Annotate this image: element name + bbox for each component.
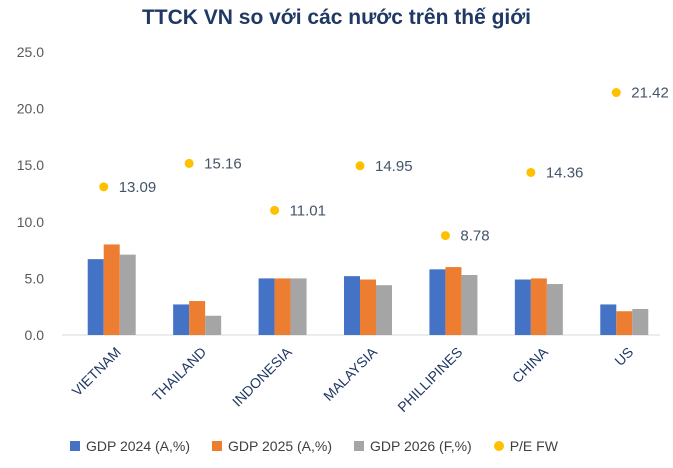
bar-2-thailand	[189, 301, 206, 335]
legend-item: P/E FW	[493, 438, 558, 454]
bar-1-malaysia	[344, 276, 360, 335]
x-tick-label-indonesia: INDONESIA	[229, 343, 295, 409]
x-axis: VIETNAM THAILAND INDONESIA MALAYSIA PHILLIPI…	[69, 343, 637, 415]
bar-1-china	[514, 279, 531, 335]
bar-3-us	[632, 308, 649, 335]
bar-3-phillipines	[461, 275, 478, 335]
x-tick-label-vietnam: VIETNAM	[69, 344, 124, 399]
bar-2-vietnam	[103, 244, 120, 335]
pe-point-indonesia	[270, 205, 280, 215]
x-tick-label-china: CHINA	[509, 343, 552, 386]
pe-point-us	[611, 88, 621, 98]
bar-1-vietnam	[87, 259, 104, 335]
legend-label: GDP 2024 (A,%)	[86, 438, 191, 454]
x-tick-label-thailand: THAILAND	[149, 344, 209, 404]
bar-2-china	[530, 278, 547, 335]
bar-3-china	[546, 284, 563, 335]
y-tick-label: 0.0	[25, 327, 45, 343]
bar-1-indonesia	[258, 278, 275, 335]
bar-2-indonesia	[274, 278, 291, 335]
legend-swatch	[70, 441, 80, 451]
pe-data-label: 15.16	[204, 155, 242, 172]
bar-2-malaysia	[360, 279, 376, 335]
pe-data-label: 21.42	[631, 85, 669, 102]
pe-point-phillipines	[440, 231, 450, 241]
bar-1-thailand	[173, 304, 190, 335]
y-tick-label: 15.0	[17, 157, 44, 173]
x-tick-label-phillipines: PHILLIPINES	[394, 344, 465, 415]
bar-3-malaysia	[376, 285, 392, 335]
bar-2-us	[616, 311, 633, 335]
bar-1-us	[600, 304, 617, 335]
pe-point-vietnam	[99, 182, 109, 192]
pe-data-label: 8.78	[460, 228, 489, 245]
bar-series-group	[87, 244, 649, 335]
pe-point-china	[526, 167, 536, 177]
pe-data-label: 14.95	[375, 158, 413, 175]
bar-3-thailand	[205, 315, 222, 335]
chart-title: TTCK VN so với các nước trên thế giới	[141, 6, 532, 29]
legend: GDP 2024 (A,%) GDP 2025 (A,%) GDP 2026 (F,…	[70, 438, 670, 454]
pe-data-label: 14.36	[546, 164, 584, 181]
bar-3-vietnam	[119, 254, 136, 335]
legend-label: GDP 2026 (F,%)	[370, 438, 472, 454]
legend-item: GDP 2024 (A,%)	[70, 438, 190, 454]
y-tick-label: 10.0	[17, 214, 44, 230]
pe-point-thailand	[184, 158, 194, 168]
pe-point-group: 13.09 15.16 11.01 14.95 8.78 14.36 21.42	[99, 85, 669, 245]
bar-1-phillipines	[429, 269, 446, 335]
legend-swatch	[493, 441, 504, 451]
legend-label: GDP 2025 (A,%)	[228, 438, 333, 454]
legend-item: GDP 2025 (A,%)	[212, 438, 332, 454]
pe-data-label: 13.09	[119, 179, 157, 196]
pe-point-malaysia	[355, 161, 365, 171]
x-tick-label-us: US	[611, 344, 636, 369]
pe-data-label: 11.01	[290, 202, 326, 219]
y-tick-label: 25.0	[17, 44, 44, 60]
legend-swatch	[354, 441, 365, 451]
y-tick-label: 5.0	[25, 270, 45, 286]
legend-swatch	[212, 441, 223, 451]
bar-3-indonesia	[290, 278, 307, 335]
x-tick-label-malaysia: MALAYSIA	[320, 343, 381, 404]
legend-label: P/E FW	[509, 438, 558, 454]
bar-2-phillipines	[445, 267, 462, 335]
legend-item: GDP 2026 (F,%)	[354, 438, 472, 454]
y-tick-label: 20.0	[17, 101, 44, 117]
